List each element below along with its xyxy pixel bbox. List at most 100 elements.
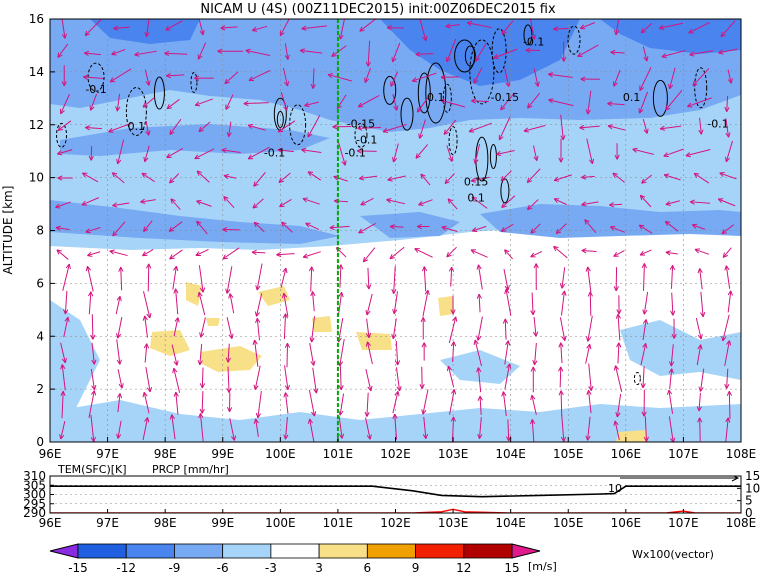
- wind-vector-head: [477, 367, 482, 373]
- wind-vector-head: [587, 336, 592, 342]
- wind-vector: [256, 318, 260, 341]
- wind-vector-head: [285, 268, 288, 274]
- wind-vector: [276, 253, 295, 256]
- wind-vector-head: [359, 26, 363, 32]
- wind-vector-head: [580, 76, 586, 80]
- wind-vector-head: [504, 318, 509, 324]
- wind-vector-head: [727, 290, 732, 296]
- wind-vector-head: [194, 154, 199, 159]
- wind-vector: [170, 198, 181, 211]
- wind-vector: [446, 38, 457, 63]
- wind-vector: [587, 90, 592, 115]
- wind-vector-head: [303, 256, 309, 259]
- wind-vector: [281, 221, 293, 233]
- wind-vector-head: [718, 49, 723, 54]
- wind-vector-head: [500, 226, 505, 232]
- wind-vector-head: [143, 391, 148, 397]
- wind-vector-head: [146, 387, 151, 393]
- wind-vector: [333, 175, 348, 182]
- wind-vector-head: [331, 51, 335, 57]
- wind-vector: [198, 19, 204, 36]
- wind-vector-head: [639, 109, 644, 114]
- chart-title: NICAM U (4S) (00Z11DEC2015) init:00Z06DE…: [200, 2, 556, 17]
- wind-vector-head: [607, 124, 614, 127]
- wind-vector-head: [663, 155, 669, 158]
- wind-vector-head: [256, 317, 261, 323]
- wind-vector-head: [363, 259, 369, 263]
- wind-vector-head: [476, 335, 479, 341]
- wind-vector-head: [310, 83, 314, 89]
- wind-vector-head: [496, 153, 502, 157]
- wind-vector-head: [537, 81, 540, 87]
- wind-vector-head: [282, 313, 286, 319]
- y-tick-label: 8: [36, 224, 44, 238]
- wind-vector-head: [117, 333, 122, 339]
- wind-vector: [643, 291, 649, 315]
- wind-vector: [588, 363, 592, 391]
- wind-vector-head: [610, 49, 616, 53]
- wind-vector: [116, 93, 121, 112]
- wind-vector: [386, 199, 406, 205]
- wind-vector-head: [65, 263, 70, 269]
- wind-vector: [725, 140, 733, 162]
- wind-vector-head: [417, 226, 422, 230]
- surface-annotation: 10: [608, 482, 622, 495]
- wind-vector: [534, 342, 537, 365]
- wind-vector-head: [305, 222, 310, 228]
- contour-label: 0.1: [128, 120, 146, 133]
- wind-vector-head: [301, 28, 307, 31]
- wind-vector-head: [149, 386, 153, 393]
- wind-vector: [200, 317, 206, 338]
- wind-vector-head: [698, 386, 701, 392]
- wind-vector-head: [666, 389, 670, 395]
- wind-vector-head: [117, 159, 122, 165]
- x-tick-label: 108E: [726, 447, 757, 461]
- wind-vector-head: [641, 181, 647, 184]
- wind-vector: [142, 248, 154, 257]
- wind-vector: [57, 43, 69, 58]
- wind-vector-head: [646, 436, 649, 442]
- x-tick-label: 97E: [96, 447, 119, 461]
- wind-vector-head: [533, 34, 537, 40]
- wind-vector: [467, 22, 493, 29]
- wind-vector-head: [418, 133, 420, 139]
- wind-vector: [660, 125, 682, 130]
- wind-vector-head: [356, 150, 362, 154]
- wind-vector: [448, 316, 457, 344]
- wind-vector-head: [668, 368, 673, 374]
- wind-vector-head: [196, 199, 202, 202]
- wind-vector: [116, 339, 121, 365]
- wind-vector-head: [112, 230, 115, 237]
- wind-vector-head: [553, 176, 559, 181]
- wind-vector-head: [84, 30, 88, 36]
- wind-vector: [366, 318, 370, 338]
- wind-vector: [422, 290, 429, 317]
- wind-vector-head: [143, 343, 148, 349]
- wind-vector-head: [389, 254, 393, 259]
- wind-vector: [283, 293, 289, 317]
- wind-vector-head: [168, 230, 175, 232]
- wind-vector: [668, 67, 676, 90]
- surface-x-tick-label: 104E: [495, 516, 526, 530]
- wind-vector: [548, 73, 573, 78]
- wind-vector-head: [504, 288, 507, 294]
- wind-vector-head: [338, 410, 341, 416]
- wind-vector: [278, 172, 291, 183]
- wind-vector-head: [548, 99, 553, 104]
- wind-vector: [252, 25, 268, 31]
- wind-vector: [91, 314, 94, 340]
- wind-vector-head: [476, 293, 480, 299]
- wind-vector: [113, 26, 130, 30]
- wind-vector-head: [341, 161, 346, 166]
- wind-vector-head: [382, 131, 389, 133]
- wind-vector: [581, 249, 597, 252]
- wind-vector-head: [659, 125, 665, 130]
- wind-vector-head: [312, 83, 316, 89]
- wind-vector-head: [589, 344, 592, 350]
- wind-vector-head: [144, 315, 148, 321]
- wind-vector-head: [427, 290, 430, 296]
- wind-vector: [307, 115, 321, 138]
- wind-vector: [82, 172, 99, 183]
- wind-vector-head: [440, 76, 446, 80]
